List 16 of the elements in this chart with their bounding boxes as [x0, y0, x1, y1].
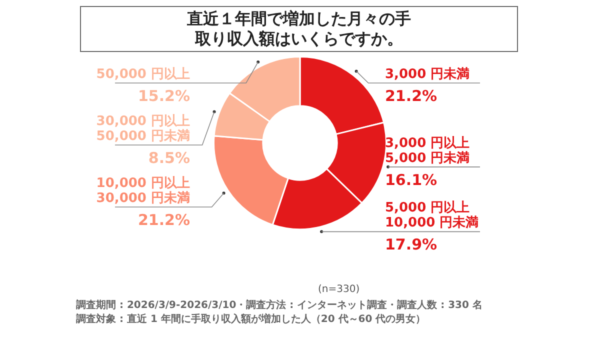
slice-label: 30,000 円以上 50,000 円未満: [96, 114, 190, 144]
slice-label: 5,000 円以上 10,000 円未満: [385, 200, 479, 231]
slice-label: 3,000 円以上 5,000 円未満: [385, 136, 470, 166]
text: 調査期間 : 2026/3/9-2026/3/10・調査方法 : インターネット調査・調査人数 : 330 名: [76, 298, 482, 312]
data-label: 8.5%: [148, 149, 190, 167]
slice-label: 10,000 円以上 30,000 円未満: [96, 176, 190, 206]
slice-label: 3,000 円未満: [385, 67, 470, 82]
slice-label: 50,000 円以上: [96, 67, 190, 82]
chart-title: 直近１年間で増加した月々の手取り収入額はいくらですか。: [186, 9, 412, 49]
data-label: 21.2%: [138, 211, 190, 229]
data-label: 21.2%: [385, 87, 438, 105]
data-label: 16.1%: [385, 170, 438, 189]
text: (n=330): [318, 284, 360, 295]
text: 調査対象 : 直近 1 年間に手取り収入額が増加した人（20 代～60 代の男女）: [76, 312, 426, 326]
data-label: 17.9%: [385, 236, 438, 254]
data-label: 15.2%: [138, 87, 190, 105]
